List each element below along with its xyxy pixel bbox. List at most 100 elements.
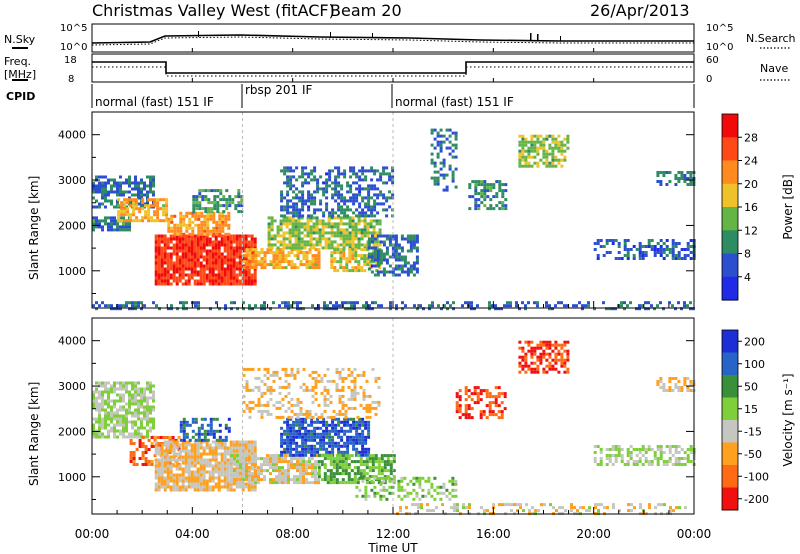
range-gate-cell (289, 432, 293, 436)
range-gate-cell (226, 264, 230, 268)
range-gate-cell (325, 450, 329, 454)
range-gate-cell (593, 307, 596, 311)
range-gate-cell (250, 252, 254, 256)
range-gate-cell (683, 248, 687, 251)
range-gate-cell (95, 175, 98, 179)
range-gate-cell (228, 198, 232, 202)
range-gate-cell (311, 469, 314, 473)
range-gate-cell (333, 222, 337, 226)
range-gate-cell (329, 475, 333, 479)
range-gate-cell (270, 219, 274, 223)
range-gate-cell (156, 204, 160, 208)
range-gate-cell (473, 392, 477, 396)
range-gate-cell (140, 402, 143, 406)
range-gate-cell (319, 444, 323, 448)
range-gate-cell (563, 304, 566, 308)
range-gate-cell (209, 423, 213, 427)
range-gate-cell (250, 279, 254, 283)
scatter-region (280, 417, 371, 457)
range-gate-cell (113, 219, 116, 223)
range-gate-cell (306, 231, 310, 235)
range-gate-cell (340, 193, 344, 197)
range-gate-cell (383, 466, 387, 470)
range-gate-cell (157, 470, 161, 474)
range-gate-cell (412, 273, 416, 277)
range-gate-cell (560, 152, 564, 156)
range-gate-cell (152, 184, 155, 188)
range-gate-cell (539, 340, 543, 344)
range-gate-cell (328, 175, 332, 179)
range-gate-cell (415, 267, 419, 271)
range-gate-cell (323, 403, 327, 407)
range-gate-cell (327, 246, 331, 250)
range-gate-cell (166, 446, 170, 450)
range-gate-cell (374, 457, 378, 461)
range-gate-cell (197, 435, 201, 439)
range-gate-cell (304, 441, 308, 445)
range-gate-cell (334, 166, 338, 170)
range-gate-cell (160, 270, 164, 274)
range-gate-cell (128, 301, 131, 305)
range-gate-cell (518, 370, 522, 374)
range-gate-cell (689, 301, 692, 305)
range-gate-cell (623, 301, 626, 305)
range-gate-cell (317, 260, 321, 264)
range-gate-cell (366, 254, 370, 258)
range-gate-cell (163, 249, 167, 253)
range-gate-cell (348, 240, 352, 244)
range-gate-cell (361, 450, 365, 454)
range-gate-cell (650, 304, 653, 308)
range-gate-cell (149, 405, 152, 409)
range-gate-cell (147, 219, 151, 223)
range-gate-cell (372, 225, 376, 229)
noise-left-top-tick: 10^5 (60, 23, 87, 34)
range-gate-cell (686, 304, 689, 308)
range-gate-cell (305, 466, 308, 470)
range-gate-cell (536, 364, 540, 368)
range-gate-cell (181, 476, 185, 480)
range-gate-cell (527, 164, 531, 168)
range-gate-cell (337, 432, 341, 436)
range-gate-cell (279, 243, 283, 247)
range-gate-cell (641, 304, 644, 308)
range-gate-cell (372, 260, 376, 264)
range-gate-cell (166, 485, 170, 489)
range-gate-cell (247, 246, 251, 250)
range-gate-cell (293, 481, 296, 485)
range-gate-cell (241, 273, 245, 277)
range-gate-cell (385, 476, 389, 480)
range-gate-cell (211, 473, 215, 477)
range-gate-cell (260, 379, 264, 383)
range-gate-cell (220, 443, 224, 447)
range-gate-cell (253, 488, 257, 492)
range-gate-cell (357, 266, 361, 270)
range-gate-cell (542, 161, 546, 165)
range-gate-cell (205, 276, 209, 280)
range-gate-cell (190, 246, 194, 250)
range-gate-cell (323, 475, 327, 479)
range-gate-cell (163, 255, 167, 259)
range-gate-cell (302, 367, 306, 371)
range-gate-cell (392, 457, 396, 461)
range-gate-cell (351, 243, 355, 247)
range-gate-cell (98, 202, 101, 206)
range-gate-cell (498, 186, 502, 190)
range-gate-cell (210, 207, 214, 211)
range-gate-cell (223, 482, 227, 486)
range-gate-cell (294, 243, 298, 247)
range-gate-cell (306, 216, 310, 220)
range-gate-cell (101, 432, 104, 436)
range-gate-cell (214, 452, 218, 456)
range-gate-cell (341, 463, 345, 467)
range-gate-cell (187, 267, 191, 271)
range-gate-cell (464, 398, 468, 402)
range-gate-cell (267, 216, 271, 220)
range-gate-cell (307, 429, 311, 433)
range-gate-cell (184, 467, 188, 471)
range-gate-cell (263, 254, 267, 258)
range-gate-cell (319, 438, 323, 442)
range-gate-cell (247, 470, 251, 474)
range-gate-cell (509, 301, 512, 305)
range-gate-cell (372, 234, 376, 238)
range-gate-cell (202, 440, 206, 444)
